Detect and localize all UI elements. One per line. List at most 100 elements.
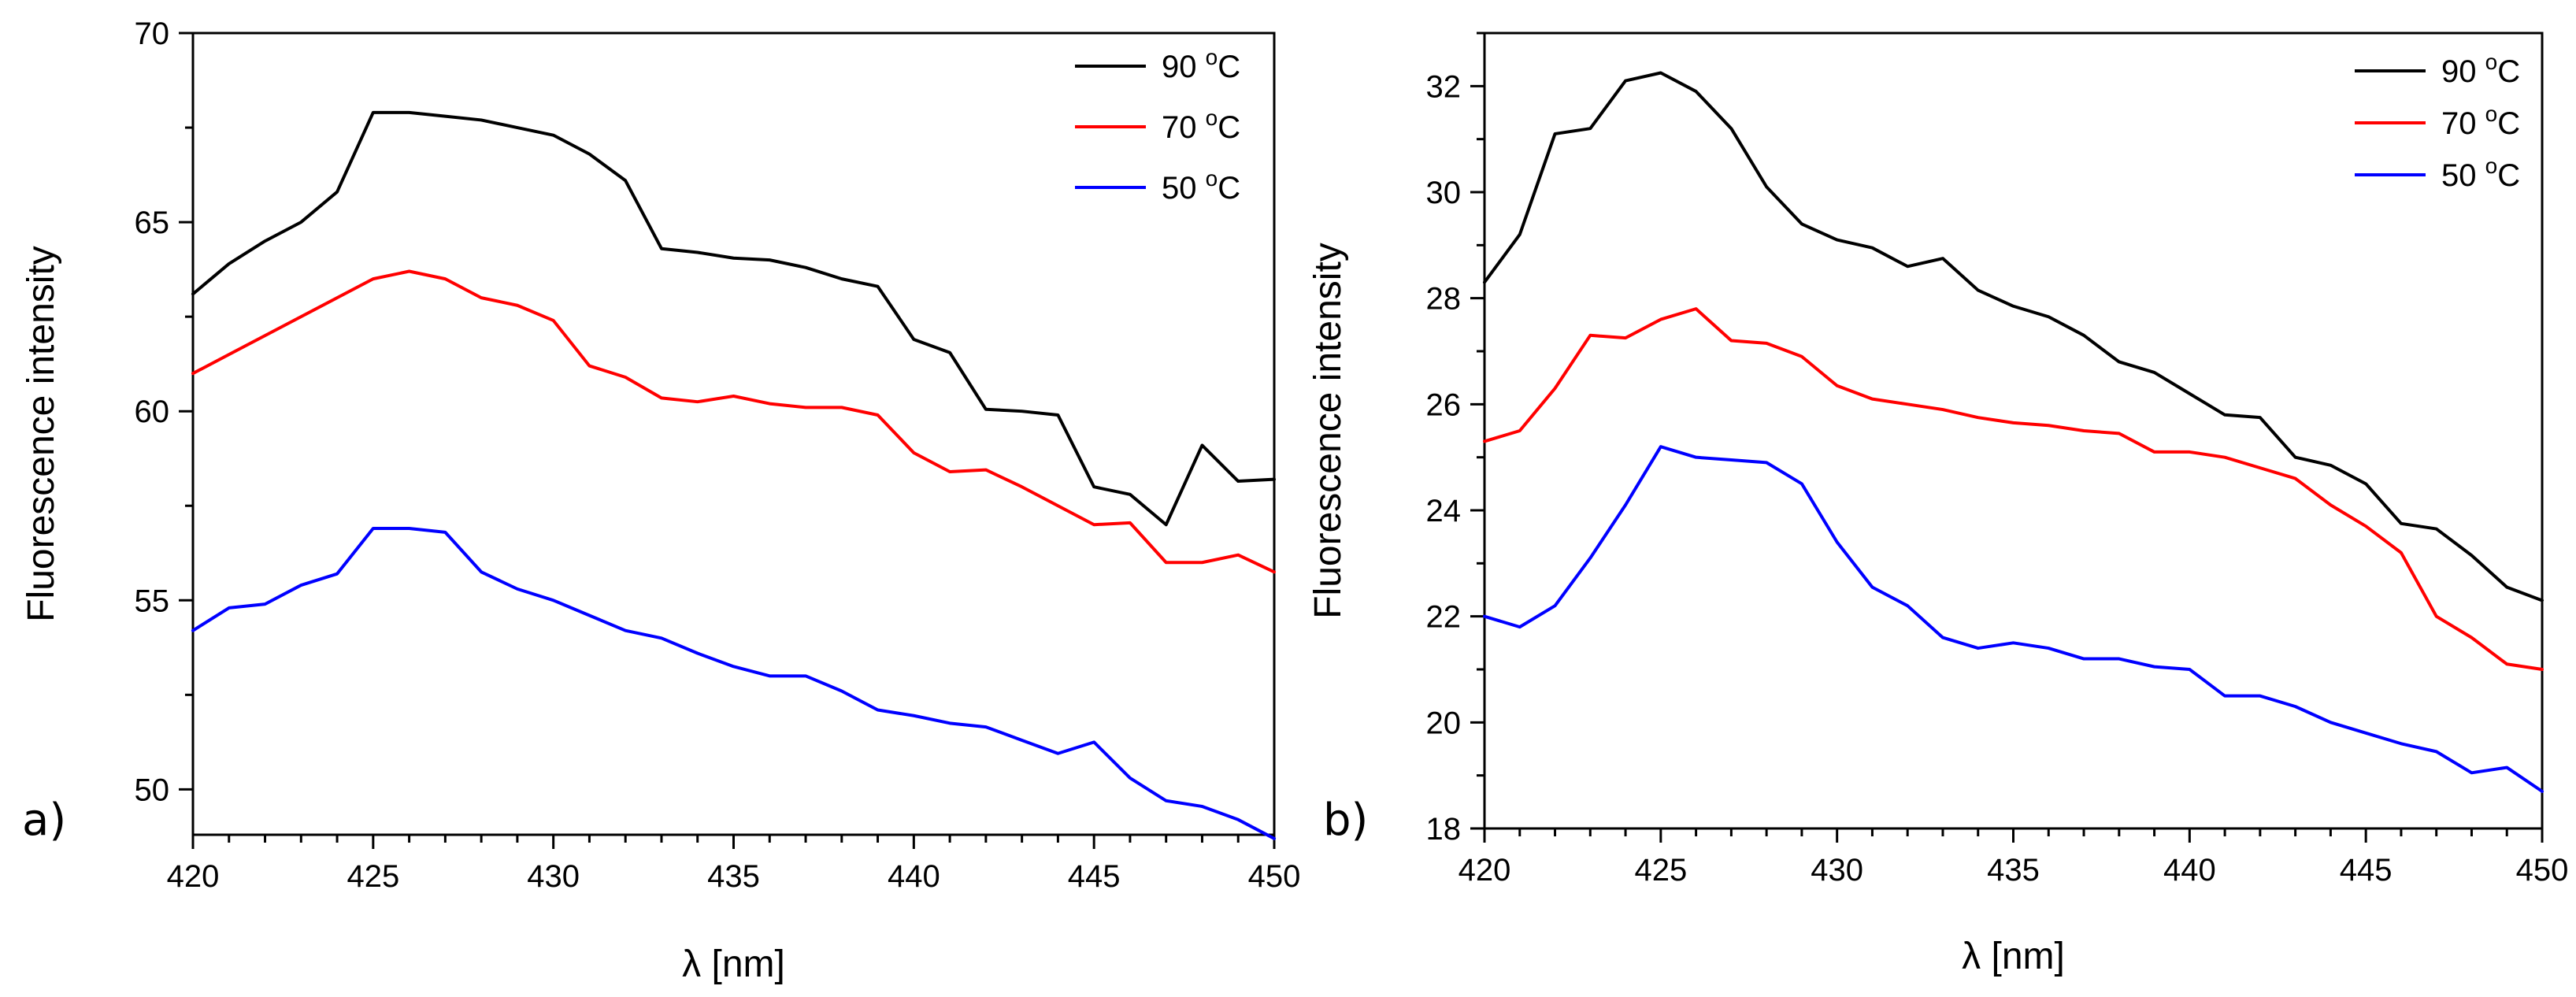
chart-a-data-point <box>299 584 302 587</box>
chart-b-data-point <box>1624 503 1627 506</box>
chart-b-data-point <box>1800 482 1803 485</box>
chart-b-data-point <box>2223 413 2226 417</box>
chart-a-legend-label: 50 oC <box>1162 166 1240 206</box>
chart-a-data-point <box>804 674 807 677</box>
chart-b-x-tick-label: 420 <box>1458 853 1511 888</box>
chart-a-legend-label: 90 oC <box>1162 45 1240 84</box>
chart-a-data-point <box>299 221 302 224</box>
chart-b-data-point <box>1906 265 1909 268</box>
chart-b-data-point <box>2012 305 2014 308</box>
chart-a-data-point <box>443 531 447 534</box>
chart-b-data-point <box>1906 604 1909 607</box>
chart-a-data-point <box>984 469 988 472</box>
chart-b-data-point <box>1977 416 1980 419</box>
chart-a-x-tick-label: 450 <box>1248 859 1301 894</box>
chart-b-data-point <box>2259 466 2262 469</box>
chart-b-data-point <box>2047 647 2050 650</box>
chart-b-data-point <box>1765 185 1768 188</box>
chart-a-data-point <box>948 351 951 354</box>
chart-b-data-point <box>2153 371 2156 374</box>
chart-a-data-point <box>587 153 591 156</box>
chart-a-data-point <box>912 338 915 341</box>
chart-a-data-point <box>984 725 988 728</box>
chart-a-data-point <box>1236 554 1240 557</box>
chart-a-data-point <box>228 353 231 356</box>
chart-a-data-point <box>1165 799 1168 802</box>
chart-a-data-point <box>984 408 988 411</box>
chart-a-data-point <box>191 292 195 295</box>
chart-a-data-point <box>624 179 627 182</box>
chart-a-data-point <box>335 191 339 194</box>
chart-b-data-point <box>2294 705 2297 708</box>
chart-b-legend-label: 70 oC <box>2441 102 2520 141</box>
chart-a-data-point <box>624 376 627 379</box>
chart-b-data-point <box>1800 355 1803 358</box>
chart-a-x-tick-label: 430 <box>527 859 580 894</box>
chart-b-y-tick-label: 24 <box>1426 494 1462 528</box>
chart-b-data-point <box>2329 721 2332 724</box>
chart-a-data-point <box>408 270 411 273</box>
chart-a-data-point <box>587 613 591 617</box>
chart-a-y-axis-title: Fluorescence intensity <box>20 246 62 622</box>
chart-b-data-point <box>1483 439 1486 443</box>
chart-a-data-point <box>1129 776 1132 780</box>
chart-a-data-point <box>732 395 735 398</box>
chart-b-data-point <box>1588 557 1592 560</box>
chart-b-data-point <box>1695 90 1698 93</box>
chart-b-data-point <box>2118 432 2121 435</box>
chart-b-data-point <box>1906 402 1909 406</box>
chart-a-data-point <box>912 714 915 717</box>
chart-b-y-tick-label: 32 <box>1426 69 1462 104</box>
chart-a-data-point <box>1021 410 1024 413</box>
chart-b-data-point <box>1659 72 1662 74</box>
chart-a-data-point <box>804 266 807 269</box>
chart-a-data-point <box>1273 837 1276 840</box>
chart-a-data-point <box>1021 485 1024 488</box>
chart-a-data-point <box>877 285 880 288</box>
chart-a-data-point <box>299 315 302 318</box>
chart-b-data-point <box>2082 429 2085 432</box>
chart-b-data-point <box>1695 456 1698 459</box>
chart-b-data-point <box>2470 771 2473 774</box>
chart-a-data-point <box>1165 561 1168 564</box>
chart-b-data-point <box>2400 551 2403 554</box>
chart-b-data-point <box>2012 641 2014 644</box>
chart-a-data-point <box>912 451 915 454</box>
chart-a-y-tick-label: 50 <box>135 773 170 807</box>
chart-a-data-point <box>552 319 555 322</box>
chart-b-x-tick-label: 450 <box>2516 853 2569 888</box>
chart-a-data-point <box>1273 570 1276 573</box>
chart-a-data-point <box>1056 504 1059 507</box>
chart-a-data-point <box>408 527 411 530</box>
chart-b-data-point <box>2259 695 2262 698</box>
chart-b-y-axis-title: Fluorescence intensity <box>1307 243 1349 619</box>
chart-b-data-point <box>1870 246 1874 250</box>
chart-a-y-tick-label: 65 <box>135 206 170 240</box>
chart-a-x-tick-label: 425 <box>347 859 399 894</box>
chart-a-data-point <box>1092 485 1095 488</box>
chart-b-series-line-70c <box>1483 307 2544 671</box>
chart-b-data-point <box>1483 280 1486 284</box>
chart-a-data-point <box>660 636 663 639</box>
chart-a-data-point <box>1236 480 1240 483</box>
chart-b-y-tick-label: 28 <box>1426 282 1462 317</box>
chart-a-data-point <box>443 277 447 280</box>
chart-a-data-point <box>624 629 627 632</box>
chart-a-data-point <box>1200 805 1203 808</box>
chart-b-data-point <box>2294 477 2297 480</box>
chart-b-data-point <box>2259 416 2262 419</box>
chart-b-data-point <box>2188 668 2191 671</box>
chart-a-data-point <box>696 400 699 403</box>
chart-a-data-point <box>516 587 519 591</box>
chart-a-data-point <box>660 396 663 399</box>
chart-b-data-point <box>1765 461 1768 464</box>
chart-b-data-point <box>1659 445 1662 448</box>
chart-b-data-point <box>2470 636 2473 639</box>
chart-a-data-point <box>516 304 519 307</box>
chart-b-data-point <box>2188 450 2191 454</box>
chart-b-data-point <box>2364 732 2367 735</box>
chart-b-data-point <box>2505 766 2508 769</box>
chart-a-data-point <box>335 573 339 576</box>
chart-b-data-point <box>1765 342 1768 345</box>
